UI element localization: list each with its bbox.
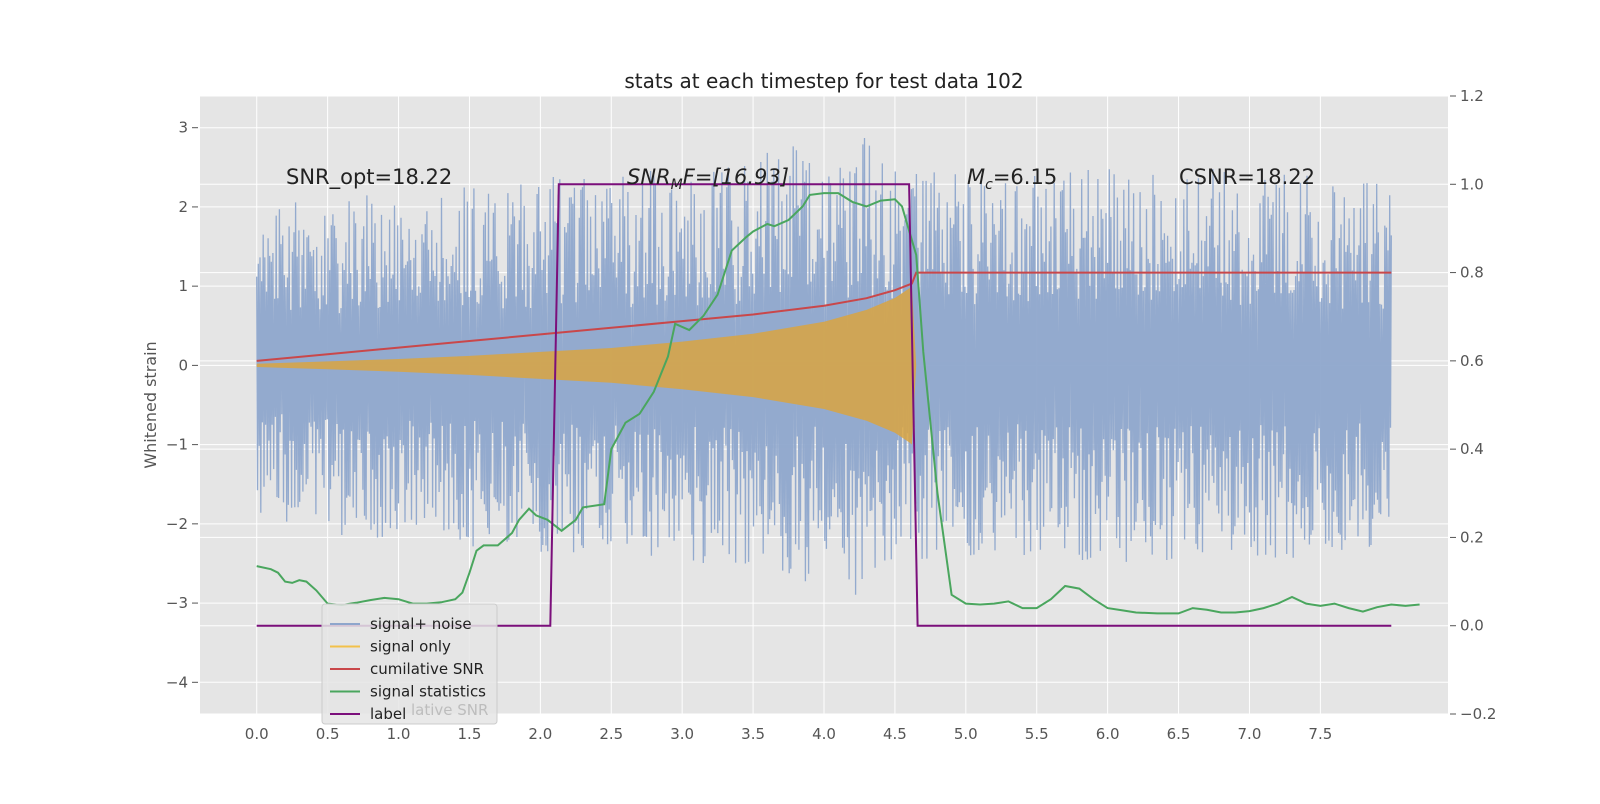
legend-entries: signal+ noise signal only cumilative SNR si…: [330, 615, 486, 723]
x-tick-label: 3.0: [670, 725, 694, 743]
annotation-snr-mf: SNRMF=[16.93]: [627, 165, 789, 193]
x-tick-label: 1.5: [458, 725, 482, 743]
legend-ghost-text: lative SNR: [411, 701, 488, 719]
annotation-snr-opt: SNR_opt=18.22: [286, 165, 452, 190]
x-tick-label: 2.0: [528, 725, 552, 743]
y-tick-label: −4: [166, 673, 188, 691]
annotation-layer: SNR_opt=18.22 SNRMF=[16.93] Mc=6.15 CSNR…: [286, 165, 1315, 193]
data-layer: [256, 137, 1420, 627]
x-tick-label: 4.0: [812, 725, 836, 743]
x-tick-label: 7.0: [1238, 725, 1262, 743]
series-signal-statistics: [256, 192, 1420, 615]
y-tick-label: 0: [178, 356, 188, 374]
annotation-mc: Mc=6.15: [967, 165, 1057, 193]
legend-label: cumilative SNR: [370, 660, 484, 678]
y-tick-label: 3: [178, 119, 188, 137]
legend-label: signal statistics: [370, 683, 486, 701]
y2-tick-label: 0.4: [1460, 440, 1484, 458]
y2-tick-label: 0.0: [1460, 617, 1484, 635]
axis-layer: 0.0 0.5 1.0 1.5 2.0 2.5 3.0 3.5 4.0 4.5 5.0 5.5 6.0 6…: [166, 87, 1497, 743]
x-tick-label: 0.5: [316, 725, 340, 743]
y2-tick-label: 0.8: [1460, 264, 1484, 282]
legend-label: signal+ noise: [370, 615, 472, 633]
y-axis-label: Whitened strain: [141, 341, 160, 468]
x-tick-label: 0.0: [245, 725, 269, 743]
y-tick-label: −2: [166, 515, 188, 533]
y-tick-label: −1: [166, 436, 188, 454]
x-tick-label: 2.5: [599, 725, 623, 743]
series-signal-only: [256, 286, 917, 445]
y2-tick-label: 1.0: [1460, 175, 1484, 193]
x-tick-label: 3.5: [741, 725, 765, 743]
series-signal-noise: [256, 137, 1392, 595]
legend: lative SNR signal+ noise signal only cumil…: [321, 603, 498, 725]
legend-box: [321, 603, 498, 725]
x-tick-label: 5.0: [954, 725, 978, 743]
legend-label: label: [370, 705, 406, 723]
chart-title: stats at each timestep for test data 102: [624, 69, 1023, 93]
series-label: [256, 183, 1392, 627]
y-tick-label: 2: [178, 198, 188, 216]
y2-tick-label: 1.2: [1460, 87, 1484, 105]
x-tick-label: 7.5: [1308, 725, 1332, 743]
y2-tick-label: 0.2: [1460, 528, 1484, 546]
annotation-csnr: CSNR=18.22: [1179, 165, 1315, 189]
y-tick-label: 1: [178, 277, 188, 295]
legend-label: signal only: [370, 638, 451, 656]
y2-tick-label: 0.6: [1460, 352, 1484, 370]
x-tick-label: 1.0: [387, 725, 411, 743]
y2-tick-label: −0.2: [1460, 705, 1496, 723]
x-tick-label: 4.5: [883, 725, 907, 743]
y-tick-label: −3: [166, 594, 188, 612]
x-tick-label: 6.0: [1096, 725, 1120, 743]
series-cumilative-snr: [256, 271, 1392, 362]
x-tick-label: 5.5: [1025, 725, 1049, 743]
x-tick-label: 6.5: [1167, 725, 1191, 743]
